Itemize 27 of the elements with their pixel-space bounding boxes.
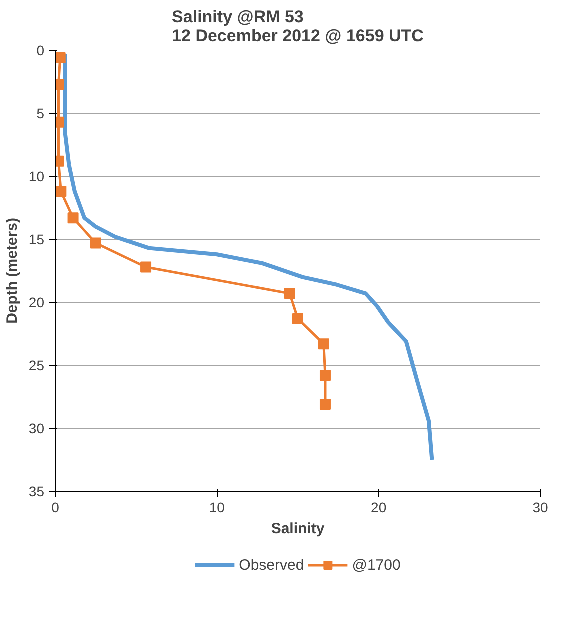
y-tick-label: 10	[28, 168, 45, 184]
y-tick-label: 25	[28, 358, 45, 374]
x-tick-label: 20	[371, 500, 387, 516]
y-tick-label: 15	[28, 232, 45, 248]
point	[140, 262, 152, 273]
point	[318, 338, 330, 350]
point	[320, 370, 331, 382]
x-axis-title: Salinity	[271, 520, 326, 538]
y-tick-label: 5	[36, 106, 45, 122]
y-tick-label: 35	[28, 484, 45, 500]
point	[284, 288, 296, 300]
x-tick-label: 0	[52, 500, 60, 516]
x-tick-label: 30	[532, 500, 548, 516]
chart-title: Salinity @RM 53 12 December 2012 @ 1659 UTC	[172, 8, 424, 46]
point	[320, 399, 331, 410]
legend-label: Observed	[239, 556, 304, 574]
point	[292, 313, 304, 324]
legend-label: @1700	[352, 556, 401, 574]
point	[90, 238, 102, 249]
x-tick-label: 10	[209, 500, 226, 516]
y-tick-label: 20	[28, 294, 45, 310]
point	[56, 186, 67, 198]
point	[56, 52, 66, 64]
point	[68, 212, 79, 224]
y-tick-label: 30	[28, 420, 45, 436]
y-axis-title: Depth (meters)	[4, 218, 21, 324]
y-tick-label: 0	[36, 42, 45, 58]
